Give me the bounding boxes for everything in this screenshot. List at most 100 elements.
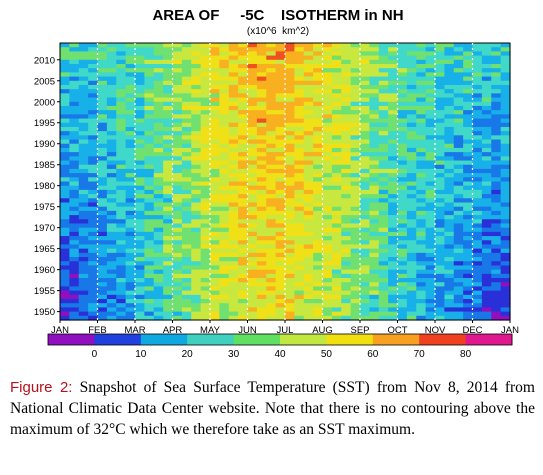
heatmap-cell	[406, 278, 417, 283]
heatmap-cell	[181, 76, 192, 82]
heatmap-cell	[69, 80, 80, 86]
heatmap-cell	[406, 152, 417, 157]
heatmap-cell	[453, 215, 464, 220]
heatmap-cell	[472, 89, 483, 94]
heatmap-cell	[463, 215, 474, 220]
heatmap-cell	[388, 131, 399, 136]
heatmap-cell	[60, 227, 70, 233]
heatmap-cell	[397, 93, 408, 99]
heatmap-cell	[472, 114, 483, 120]
heatmap-cell	[135, 215, 145, 220]
heatmap-cell	[472, 286, 483, 292]
heatmap-cell	[97, 219, 108, 225]
heatmap-cell	[369, 72, 380, 78]
heatmap-cell	[397, 168, 408, 174]
heatmap-cell	[106, 59, 117, 65]
heatmap-cell	[163, 59, 174, 65]
heatmap-cell	[303, 227, 314, 233]
heatmap-cell	[144, 59, 155, 65]
heatmap-cell	[228, 269, 239, 275]
heatmap-cell	[153, 63, 164, 69]
heatmap-cell	[435, 219, 445, 225]
heatmap-cell	[275, 68, 286, 73]
heatmap-cell	[219, 164, 230, 170]
heatmap-cell	[172, 248, 183, 254]
heatmap-cell	[500, 139, 511, 145]
heatmap-cell	[144, 269, 155, 275]
colorbar-tick-label: 20	[182, 349, 194, 360]
heatmap-cell	[219, 55, 230, 61]
heatmap-cell	[116, 105, 127, 111]
heatmap-cell	[303, 160, 314, 166]
heatmap-cell	[69, 244, 80, 250]
heatmap-cell	[219, 198, 230, 204]
heatmap-cell	[322, 76, 333, 82]
heatmap-cell	[247, 248, 258, 254]
heatmap-cell	[219, 173, 230, 178]
heatmap-cell	[78, 80, 89, 86]
heatmap-cell	[238, 210, 249, 216]
heatmap-cell	[106, 299, 117, 304]
heatmap-cell	[416, 177, 427, 183]
heatmap-cell	[163, 110, 174, 115]
heatmap-cell	[444, 181, 455, 187]
heatmap-cell	[88, 43, 99, 48]
heatmap-cell	[125, 307, 136, 313]
heatmap-cell	[322, 227, 333, 233]
heatmap-cell	[435, 139, 445, 145]
heatmap-cell	[294, 68, 305, 73]
heatmap-cell	[191, 76, 202, 82]
heatmap-cell	[285, 68, 295, 73]
heatmap-cell	[285, 248, 295, 254]
heatmap-cell	[210, 181, 220, 187]
heatmap-cell	[256, 177, 267, 183]
heatmap-cell	[341, 294, 352, 300]
heatmap-cell	[388, 248, 399, 254]
heatmap-cell	[331, 114, 342, 120]
heatmap-cell	[181, 164, 192, 170]
heatmap-cell	[247, 164, 258, 170]
heatmap-cell	[285, 215, 295, 220]
heatmap-cell	[294, 80, 305, 86]
heatmap-cell	[341, 43, 352, 48]
heatmap-cell	[313, 265, 324, 271]
heatmap-cell	[481, 307, 492, 313]
heatmap-cell	[416, 311, 427, 317]
heatmap-cell	[453, 152, 464, 157]
heatmap-cell	[238, 181, 249, 187]
heatmap-cell	[181, 206, 192, 212]
heatmap-cell	[247, 160, 258, 166]
heatmap-cell	[481, 152, 492, 157]
heatmap-cell	[256, 126, 267, 132]
heatmap-cell	[360, 303, 370, 309]
heatmap-cell	[116, 269, 127, 275]
heatmap-cell	[500, 252, 511, 258]
heatmap-cell	[60, 43, 70, 48]
heatmap-cell	[453, 286, 464, 292]
heatmap-cell	[425, 131, 436, 136]
heatmap-cell	[313, 189, 324, 195]
heatmap-cell	[88, 282, 99, 288]
heatmap-cell	[425, 72, 436, 78]
heatmap-cell	[219, 261, 230, 267]
heatmap-cell	[116, 278, 127, 283]
heatmap-cell	[228, 76, 239, 82]
heatmap-cell	[69, 261, 80, 267]
heatmap-cell	[294, 118, 305, 124]
heatmap-cell	[453, 299, 464, 304]
heatmap-cell	[116, 43, 127, 48]
heatmap-cell	[397, 156, 408, 162]
heatmap-cell	[144, 68, 155, 73]
heatmap-cell	[388, 114, 399, 120]
heatmap-cell	[285, 84, 295, 90]
heatmap-cell	[88, 315, 99, 321]
heatmap-cell	[378, 294, 389, 300]
heatmap-cell	[481, 126, 492, 132]
heatmap-cell	[210, 248, 220, 254]
heatmap-cell	[247, 68, 258, 73]
heatmap-cell	[163, 257, 174, 262]
heatmap-cell	[303, 252, 314, 258]
heatmap-cell	[369, 114, 380, 120]
heatmap-cell	[88, 210, 99, 216]
heatmap-cell	[256, 131, 267, 136]
